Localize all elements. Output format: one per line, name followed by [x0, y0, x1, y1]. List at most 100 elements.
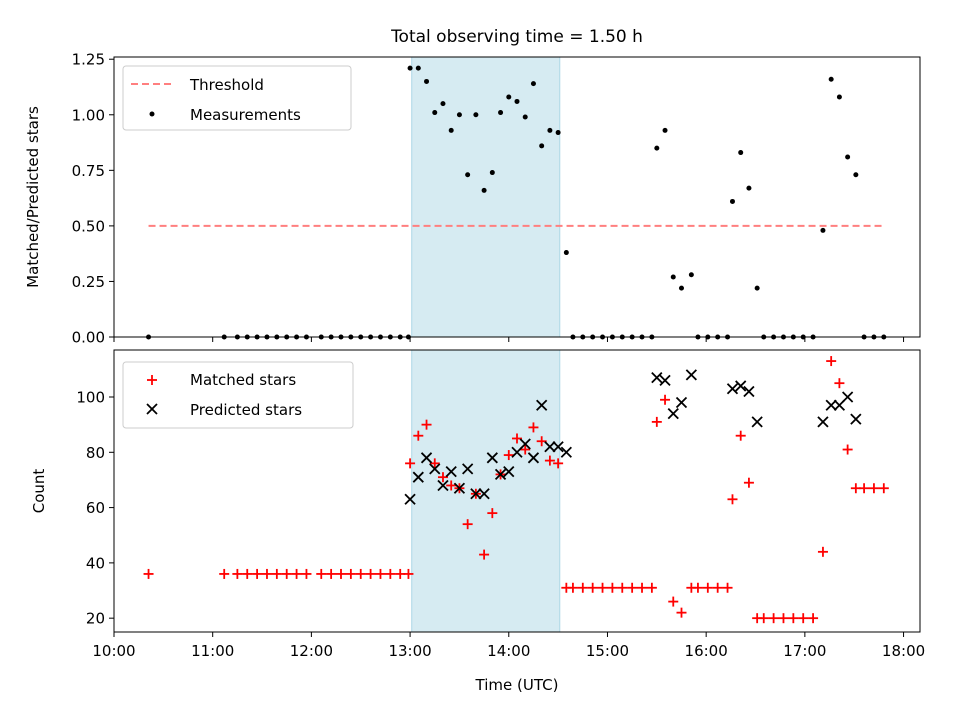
legend-cross-marker: [146, 403, 158, 415]
legend-measurement-swatch: [149, 111, 155, 117]
measurement-point: [547, 127, 553, 133]
matched-point: [878, 483, 889, 494]
top-panel: 0.00 0.25 0.50 0.75 1.00 1.25 Total observing…: [24, 27, 921, 347]
cross-stroke: [726, 383, 739, 395]
matched-point: [291, 568, 302, 579]
x-tick-label: 15:00: [586, 642, 629, 660]
matched-point: [503, 450, 514, 461]
matched-point: [817, 546, 828, 557]
predicted-point: [735, 380, 747, 392]
cross-stroke: [412, 471, 424, 483]
matched-point: [778, 613, 789, 624]
predicted-point: [659, 374, 671, 387]
cross-stroke: [478, 488, 490, 500]
cross-stroke: [667, 407, 679, 420]
matched-point: [403, 568, 414, 579]
measurement-point: [662, 127, 668, 133]
matched-point: [143, 568, 154, 579]
predicted-point: [841, 391, 854, 403]
matched-point: [637, 582, 648, 593]
matched-point: [271, 568, 282, 579]
legend-predicted-label: Predicted stars: [190, 401, 302, 419]
cross-stroke: [825, 399, 837, 411]
top-legend: Threshold Measurements: [122, 65, 352, 131]
x-tick-label: 12:00: [290, 642, 333, 660]
matched-point: [727, 494, 738, 505]
cross-stroke: [552, 441, 564, 453]
measurement-point: [746, 185, 752, 191]
measurement-point: [522, 114, 528, 120]
cross-stroke: [453, 482, 466, 494]
matched-point: [375, 568, 386, 579]
matched-point: [252, 568, 263, 579]
matched-point: [462, 519, 473, 530]
matched-point: [646, 582, 657, 593]
predicted-point: [420, 452, 433, 464]
y-tick-label: 20: [86, 610, 105, 628]
predicted-point: [651, 372, 663, 384]
matched-point: [868, 483, 879, 494]
matched-point: [335, 568, 346, 579]
bottom-axes-frame: [113, 349, 921, 633]
predicted-point: [675, 396, 688, 409]
predicted-point: [527, 452, 540, 464]
measurement-point: [563, 250, 569, 256]
matched-point: [355, 568, 366, 579]
measurement-point: [424, 78, 430, 84]
matched-point: [429, 458, 440, 469]
measurement-point: [820, 227, 826, 233]
bottom-panel: 20 40 60 80 100 10:00 11:00 12:00 13:00 14:00 15:…: [30, 349, 925, 694]
cross-stroke: [437, 479, 449, 492]
measurement-point: [738, 150, 744, 156]
x-tick-label: 13:00: [388, 642, 431, 660]
matched-point: [512, 433, 522, 444]
x-tick-label: 14:00: [487, 642, 530, 660]
cross-stroke: [850, 413, 862, 425]
matched-point: [281, 568, 292, 579]
predicted-point: [412, 471, 424, 483]
matched-point: [788, 613, 799, 624]
predicted-point: [544, 441, 556, 453]
bottom-legend: Matched stars Predicted stars: [122, 361, 354, 429]
matched-point: [242, 568, 253, 579]
matched-point: [758, 613, 769, 624]
measurement-point: [514, 98, 520, 104]
cross-stroke: [494, 468, 507, 481]
matched-point: [597, 582, 608, 593]
measurement-point: [828, 76, 834, 82]
matched-point: [405, 458, 416, 469]
matched-point: [735, 430, 746, 441]
measurement-point: [670, 274, 676, 280]
predicted-point: [445, 466, 457, 478]
cross-stroke: [462, 463, 474, 475]
legend-plus-marker: [147, 375, 157, 385]
cross-stroke: [544, 441, 556, 453]
measurement-point: [729, 198, 735, 204]
matched-point: [232, 568, 243, 579]
matched-point: [567, 582, 578, 593]
matched-point: [413, 430, 424, 441]
measurement-point: [498, 110, 504, 116]
matched-point: [798, 613, 809, 624]
measurement-point: [456, 112, 462, 118]
matched-point: [520, 444, 531, 455]
measurement-point: [415, 65, 421, 71]
matched-point: [651, 416, 662, 427]
y-tick-label: 1.25: [72, 51, 105, 69]
cross-stroke: [404, 493, 416, 505]
cross-stroke: [659, 374, 671, 387]
x-tick-label: 17:00: [783, 642, 826, 660]
matched-point: [437, 472, 448, 483]
matched-point: [607, 582, 618, 593]
cross-stroke: [751, 416, 763, 428]
matched-point: [345, 568, 356, 579]
y-tick-label: 40: [86, 554, 105, 572]
measurement-point: [555, 130, 561, 136]
matched-point: [219, 568, 230, 579]
matched-point: [528, 422, 539, 433]
y-tick-label: 1.00: [72, 106, 105, 124]
cross-stroke: [146, 403, 158, 415]
predicted-point: [453, 482, 466, 494]
matched-point: [326, 568, 337, 579]
